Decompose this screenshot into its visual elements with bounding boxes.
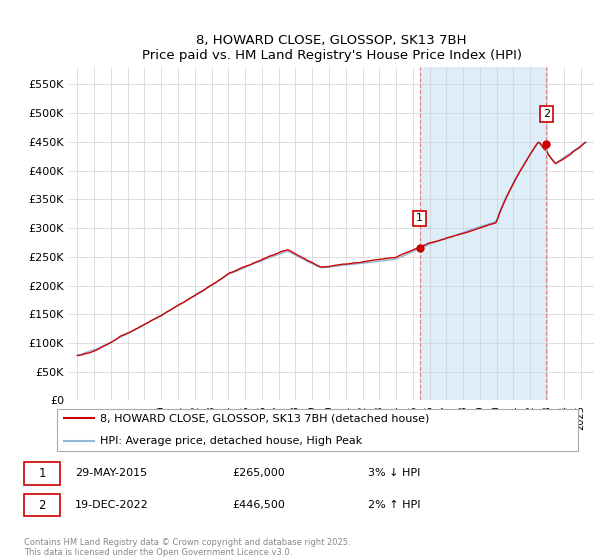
Text: 29-MAY-2015: 29-MAY-2015 — [75, 468, 147, 478]
FancyBboxPatch shape — [24, 462, 61, 484]
Text: £446,500: £446,500 — [233, 500, 286, 510]
Text: 8, HOWARD CLOSE, GLOSSOP, SK13 7BH (detached house): 8, HOWARD CLOSE, GLOSSOP, SK13 7BH (deta… — [100, 413, 430, 423]
Text: 1: 1 — [416, 213, 423, 223]
Text: Contains HM Land Registry data © Crown copyright and database right 2025.
This d: Contains HM Land Registry data © Crown c… — [24, 538, 350, 557]
Text: 3% ↓ HPI: 3% ↓ HPI — [368, 468, 421, 478]
Text: 1: 1 — [38, 467, 46, 480]
Text: 2: 2 — [38, 498, 46, 512]
Bar — [420, 67, 547, 400]
Text: 2% ↑ HPI: 2% ↑ HPI — [368, 500, 421, 510]
Text: 19-DEC-2022: 19-DEC-2022 — [75, 500, 149, 510]
FancyBboxPatch shape — [24, 494, 61, 516]
Text: £265,000: £265,000 — [233, 468, 286, 478]
Text: HPI: Average price, detached house, High Peak: HPI: Average price, detached house, High… — [100, 436, 363, 446]
Text: 2: 2 — [543, 109, 550, 119]
FancyBboxPatch shape — [56, 409, 578, 451]
Title: 8, HOWARD CLOSE, GLOSSOP, SK13 7BH
Price paid vs. HM Land Registry's House Price: 8, HOWARD CLOSE, GLOSSOP, SK13 7BH Price… — [142, 34, 521, 62]
